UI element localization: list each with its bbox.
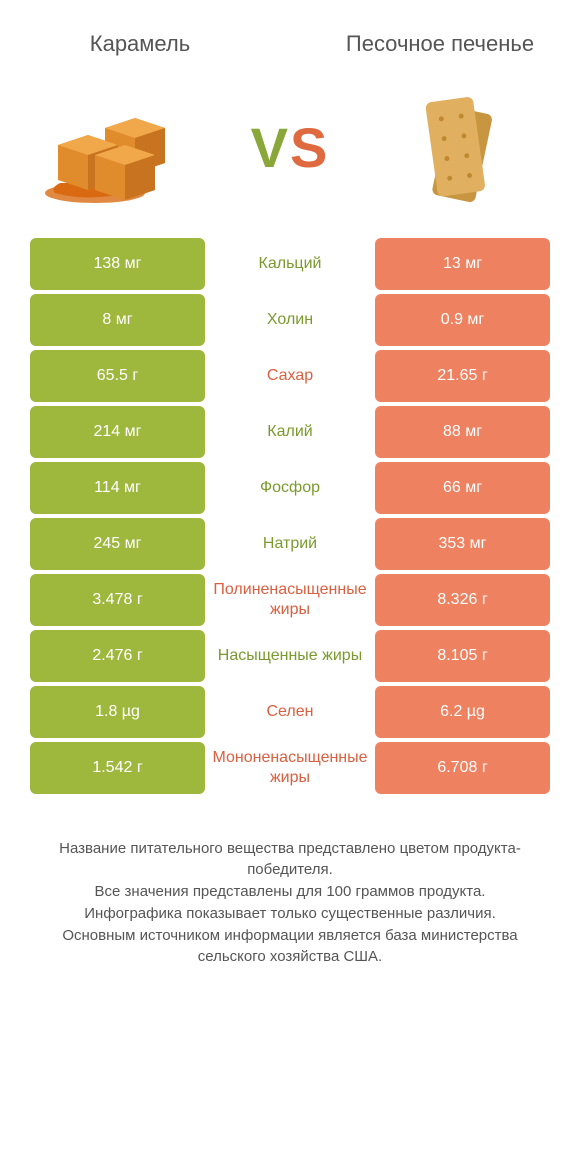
cookie-image: [390, 88, 540, 208]
table-row: 65.5 гСахар21.65 г: [30, 350, 550, 402]
comparison-table: 138 мгКальций13 мг8 мгХолин0.9 мг65.5 гС…: [0, 238, 580, 794]
caramel-image: [40, 88, 190, 208]
title-left: Карамель: [40, 30, 240, 58]
header: Карамель Песочное печенье: [0, 0, 580, 68]
value-left: 245 мг: [30, 518, 205, 570]
footer-line: Основным источником информации является …: [30, 925, 550, 969]
nutrient-label: Калий: [205, 406, 375, 458]
title-right: Песочное печенье: [340, 30, 540, 58]
value-right: 6.708 г: [375, 742, 550, 794]
vs-s: S: [290, 116, 329, 179]
value-right: 8.326 г: [375, 574, 550, 626]
vs-v: V: [251, 116, 290, 179]
footer-text: Название питательного вещества представл…: [0, 798, 580, 969]
footer-line: Название питательного вещества представл…: [30, 838, 550, 882]
nutrient-label: Мононенасыщенные жиры: [205, 742, 375, 794]
vs-row: VS: [0, 68, 580, 238]
table-row: 114 мгФосфор66 мг: [30, 462, 550, 514]
nutrient-label: Сахар: [205, 350, 375, 402]
value-left: 1.8 µg: [30, 686, 205, 738]
table-row: 214 мгКалий88 мг: [30, 406, 550, 458]
table-row: 138 мгКальций13 мг: [30, 238, 550, 290]
table-row: 8 мгХолин0.9 мг: [30, 294, 550, 346]
value-left: 114 мг: [30, 462, 205, 514]
table-row: 245 мгНатрий353 мг: [30, 518, 550, 570]
table-row: 1.542 гМононенасыщенные жиры6.708 г: [30, 742, 550, 794]
value-left: 65.5 г: [30, 350, 205, 402]
value-right: 66 мг: [375, 462, 550, 514]
table-row: 2.476 гНасыщенные жиры8.105 г: [30, 630, 550, 682]
footer-line: Все значения представлены для 100 граммо…: [30, 881, 550, 903]
nutrient-label: Полиненасыщенные жиры: [205, 574, 375, 626]
footer-line: Инфографика показывает только существенн…: [30, 903, 550, 925]
value-left: 138 мг: [30, 238, 205, 290]
table-row: 1.8 µgСелен6.2 µg: [30, 686, 550, 738]
value-right: 0.9 мг: [375, 294, 550, 346]
value-left: 1.542 г: [30, 742, 205, 794]
value-right: 8.105 г: [375, 630, 550, 682]
value-right: 88 мг: [375, 406, 550, 458]
value-left: 3.478 г: [30, 574, 205, 626]
nutrient-label: Натрий: [205, 518, 375, 570]
value-right: 6.2 µg: [375, 686, 550, 738]
nutrient-label: Насыщенные жиры: [205, 630, 375, 682]
value-left: 2.476 г: [30, 630, 205, 682]
value-right: 353 мг: [375, 518, 550, 570]
table-row: 3.478 гПолиненасыщенные жиры8.326 г: [30, 574, 550, 626]
value-left: 8 мг: [30, 294, 205, 346]
vs-label: VS: [251, 115, 330, 180]
value-right: 13 мг: [375, 238, 550, 290]
value-right: 21.65 г: [375, 350, 550, 402]
nutrient-label: Холин: [205, 294, 375, 346]
nutrient-label: Кальций: [205, 238, 375, 290]
nutrient-label: Фосфор: [205, 462, 375, 514]
value-left: 214 мг: [30, 406, 205, 458]
nutrient-label: Селен: [205, 686, 375, 738]
